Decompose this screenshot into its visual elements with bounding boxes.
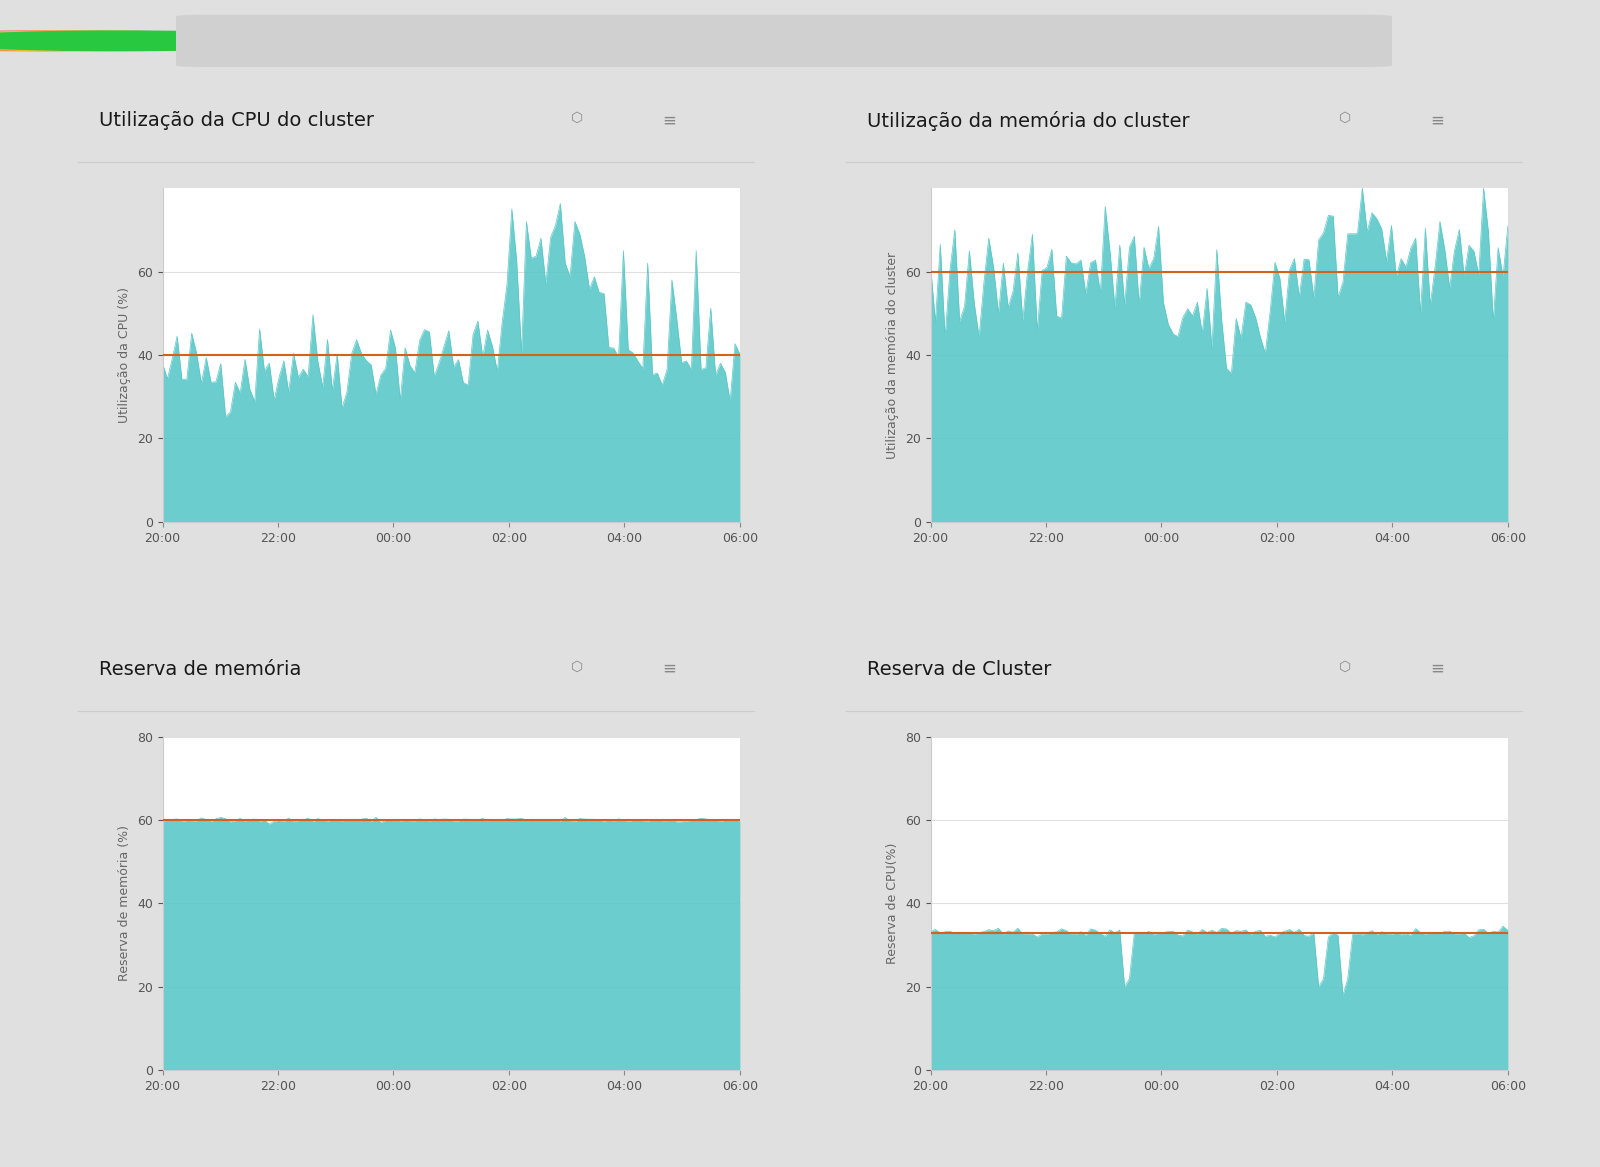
Y-axis label: Reserva de memória (%): Reserva de memória (%) (118, 825, 131, 981)
Text: Utilização da CPU do cluster: Utilização da CPU do cluster (99, 111, 374, 130)
Y-axis label: Reserva de CPU(%): Reserva de CPU(%) (886, 843, 899, 964)
FancyBboxPatch shape (176, 15, 1392, 67)
Text: Utilização da memória do cluster: Utilização da memória do cluster (867, 111, 1190, 131)
Text: ≡: ≡ (1430, 659, 1445, 678)
Text: ⬡: ⬡ (1339, 659, 1350, 673)
Text: ≡: ≡ (662, 659, 677, 678)
Text: ≡: ≡ (662, 111, 677, 130)
Text: Reserva de memória: Reserva de memória (99, 659, 301, 678)
Text: Reserva de Cluster: Reserva de Cluster (867, 659, 1051, 678)
Text: ⬡: ⬡ (1339, 111, 1350, 125)
Circle shape (0, 32, 312, 50)
Text: ≡: ≡ (1430, 111, 1445, 130)
Text: ⬡: ⬡ (571, 111, 582, 125)
Y-axis label: Utilização da memória do cluster: Utilização da memória do cluster (886, 251, 899, 459)
Text: ⬡: ⬡ (571, 659, 582, 673)
Circle shape (0, 32, 232, 50)
Circle shape (0, 32, 272, 50)
Y-axis label: Utilização da CPU (%): Utilização da CPU (%) (118, 287, 131, 422)
